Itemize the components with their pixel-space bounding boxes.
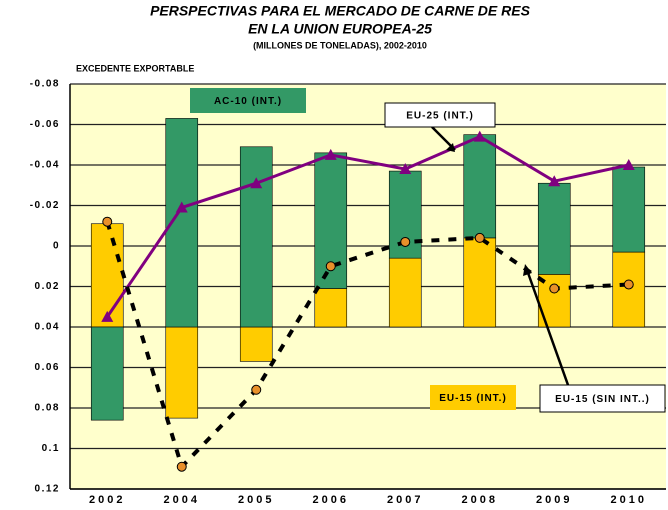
annotation: EXCEDENTE EXPORTABLE [76, 63, 194, 73]
legend-label: EU-15 (INT.) [439, 393, 507, 404]
bar-segment [388, 257, 422, 328]
legend-label: EU-15 (SIN INT..) [555, 394, 650, 405]
bar-segment [612, 251, 646, 328]
x-tick-label: 2005 [238, 494, 274, 506]
y-tick-label: 0.02 [35, 281, 60, 292]
marker [548, 175, 561, 187]
plot: -0.08 -0.06 -0.04 -0.02 0 0.02 0.04 0.06 0.08 0.1… [30, 79, 666, 506]
marker [325, 261, 336, 272]
y-tick-label: -0.02 [30, 200, 60, 211]
marker [622, 159, 635, 170]
x-tick-label: 2004 [164, 494, 200, 506]
arrow [525, 269, 570, 386]
legend-box [384, 102, 496, 128]
marker [623, 279, 634, 290]
chart-title: EN LA UNION EUROPEA-25 [248, 21, 432, 37]
y-tick-label: 0.06 [35, 362, 60, 373]
legend-label: EU-25 (INT.) [406, 111, 474, 122]
bar-segment [314, 288, 348, 328]
marker [251, 384, 262, 395]
y-tick-label: 0 [53, 241, 60, 252]
marker [400, 236, 411, 247]
bar-segment [463, 134, 497, 239]
x-tick-label: 2010 [611, 494, 647, 506]
chart-title: PERSPECTIVAS PARA EL MERCADO DE CARNE DE… [150, 3, 531, 19]
y-tick-label: 0.04 [35, 322, 60, 333]
series-line [105, 221, 629, 471]
y-tick-label: 0.1 [42, 443, 60, 454]
arrow-head [446, 143, 455, 152]
legend-box [539, 384, 666, 413]
marker [101, 310, 114, 322]
x-tick-label: 2009 [536, 494, 572, 506]
y-tick-label: -0.04 [30, 160, 60, 171]
bar-segment [612, 166, 646, 253]
marker [175, 201, 188, 213]
x-tick-label: 2007 [387, 494, 423, 506]
x-tick-label: 2006 [313, 494, 349, 506]
marker [324, 148, 337, 160]
marker [399, 163, 412, 175]
y-tick-label: -0.08 [30, 79, 60, 90]
bar-segment [239, 146, 273, 328]
marker [176, 461, 187, 472]
chart-subtitle: (MILLONES DE TONELADAS), 2002-2010 [253, 40, 427, 50]
marker [549, 283, 560, 294]
bar-segment [90, 326, 124, 421]
bar-segment [537, 182, 571, 275]
legend-label: AC-10 (INT.) [214, 96, 282, 107]
y-tick-label: -0.06 [30, 119, 60, 130]
legend-box [190, 88, 306, 113]
marker [473, 130, 486, 142]
y-tick-label: 0.12 [35, 484, 60, 495]
marker [250, 177, 263, 189]
arrow-head [523, 264, 532, 276]
x-tick-label: 2008 [462, 494, 498, 506]
bar-segment [463, 237, 497, 328]
bar-segment [239, 326, 273, 362]
legend-box [430, 385, 516, 410]
overlay: EU-15 (INT.) AC-10 (INT.) EU-25 (INT.) EU-1… [190, 88, 666, 413]
x-tick-label: 2002 [89, 494, 125, 506]
series-line [106, 134, 630, 318]
bar-segment [90, 223, 124, 328]
y-tick-label: 0.08 [35, 403, 60, 414]
marker [474, 232, 485, 243]
bar-segment [165, 326, 199, 419]
marker [102, 216, 113, 227]
